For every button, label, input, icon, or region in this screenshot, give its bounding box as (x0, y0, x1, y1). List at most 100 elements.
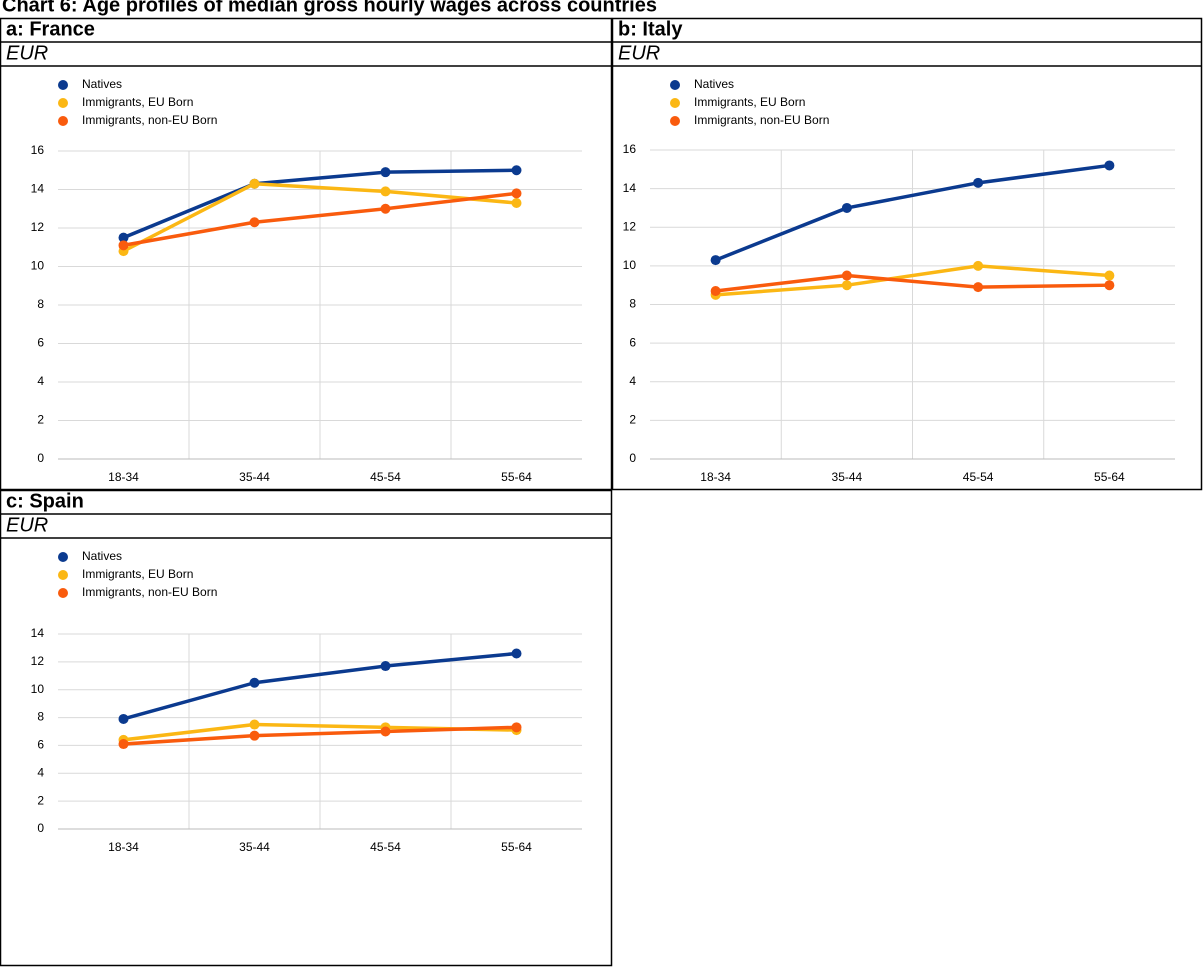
data-point (249, 217, 260, 228)
data-point (249, 730, 260, 741)
legend-marker (58, 552, 68, 562)
x-tick-label: 55-64 (1094, 470, 1125, 484)
series-line (123, 651, 517, 721)
y-tick-label: 16 (623, 142, 637, 156)
panel-title: b: Italy (618, 18, 683, 40)
data-point (973, 282, 984, 293)
y-tick-label: 8 (37, 710, 44, 724)
legend-marker (58, 80, 68, 90)
y-tick-label: 6 (629, 335, 636, 349)
data-point (841, 270, 852, 281)
data-point (973, 260, 984, 271)
x-tick-label: 18-34 (700, 470, 731, 484)
y-tick-label: 10 (31, 682, 45, 696)
data-point (710, 285, 721, 296)
data-point (249, 719, 260, 730)
series-line (715, 273, 1110, 293)
y-tick-label: 4 (629, 374, 636, 388)
y-tick-label: 8 (37, 297, 44, 311)
x-tick-label: 35-44 (239, 470, 270, 484)
x-tick-label: 35-44 (239, 840, 270, 854)
data-point (118, 240, 129, 251)
data-point (841, 280, 852, 291)
legend-label: Immigrants, non-EU Born (82, 113, 217, 127)
data-point (511, 197, 522, 208)
series-line (123, 191, 517, 248)
data-point (710, 255, 721, 266)
panel-title: a: France (6, 18, 95, 40)
y-tick-label: 6 (37, 336, 44, 350)
y-tick-label: 14 (31, 182, 45, 196)
y-tick-label: 12 (31, 220, 45, 234)
y-tick-label: 0 (629, 451, 636, 465)
y-tick-label: 16 (31, 143, 45, 157)
y-tick-label: 10 (31, 259, 45, 273)
legend-label: Natives (82, 77, 122, 91)
y-tick-label: 8 (629, 297, 636, 311)
y-tick-label: 2 (37, 793, 44, 807)
data-point (511, 165, 522, 176)
unit-label: EUR (618, 42, 660, 64)
legend-label: Immigrants, non-EU Born (694, 113, 829, 127)
data-point (249, 677, 260, 688)
x-tick-label: 45-54 (963, 470, 994, 484)
legend-marker (58, 116, 68, 126)
legend-marker (670, 116, 680, 126)
y-tick-label: 0 (37, 821, 44, 835)
y-tick-label: 14 (623, 181, 637, 195)
data-point (1104, 280, 1115, 291)
legend-label: Immigrants, EU Born (82, 95, 193, 109)
data-point (511, 648, 522, 659)
panel-border (0, 17, 613, 491)
y-tick-label: 6 (37, 738, 44, 752)
legend-label: Immigrants, EU Born (82, 567, 193, 581)
y-tick-label: 2 (629, 413, 636, 427)
figure-title: Chart 6: Age profiles of median gross ho… (2, 0, 657, 16)
unit-label: EUR (6, 514, 48, 536)
data-point (511, 188, 522, 199)
x-tick-label: 55-64 (501, 840, 532, 854)
data-point (380, 661, 391, 672)
data-point (118, 232, 129, 243)
panel-title: c: Spain (6, 490, 84, 512)
series-line (123, 725, 517, 746)
data-point (118, 739, 129, 750)
y-tick-label: 12 (31, 654, 45, 668)
series-line (122, 168, 517, 240)
legend-marker (670, 98, 680, 108)
series-line (715, 264, 1110, 297)
y-tick-label: 0 (37, 451, 44, 465)
data-point (249, 178, 260, 189)
y-tick-label: 12 (623, 219, 637, 233)
legend-marker (670, 80, 680, 90)
data-point (511, 722, 522, 733)
y-tick-label: 4 (37, 765, 44, 779)
data-point (1104, 160, 1115, 171)
data-point (973, 177, 984, 188)
panel-border (0, 489, 613, 967)
data-point (1104, 270, 1115, 281)
legend-label: Natives (694, 77, 734, 91)
unit-label: EUR (6, 42, 48, 64)
data-point (841, 202, 852, 213)
data-point (118, 713, 129, 724)
y-tick-label: 10 (623, 258, 637, 272)
data-point (380, 186, 391, 197)
x-tick-label: 18-34 (108, 840, 139, 854)
series-line (714, 163, 1110, 262)
x-tick-label: 55-64 (501, 470, 532, 484)
legend-label: Natives (82, 549, 122, 563)
y-tick-label: 14 (31, 626, 45, 640)
series-line (122, 181, 517, 253)
legend-marker (58, 570, 68, 580)
legend-label: Immigrants, EU Born (694, 95, 805, 109)
x-tick-label: 18-34 (108, 470, 139, 484)
x-tick-label: 45-54 (370, 840, 401, 854)
data-point (380, 167, 391, 178)
legend-marker (58, 588, 68, 598)
y-tick-label: 2 (37, 413, 44, 427)
legend-marker (58, 98, 68, 108)
data-point (380, 726, 391, 737)
x-tick-label: 35-44 (832, 470, 863, 484)
